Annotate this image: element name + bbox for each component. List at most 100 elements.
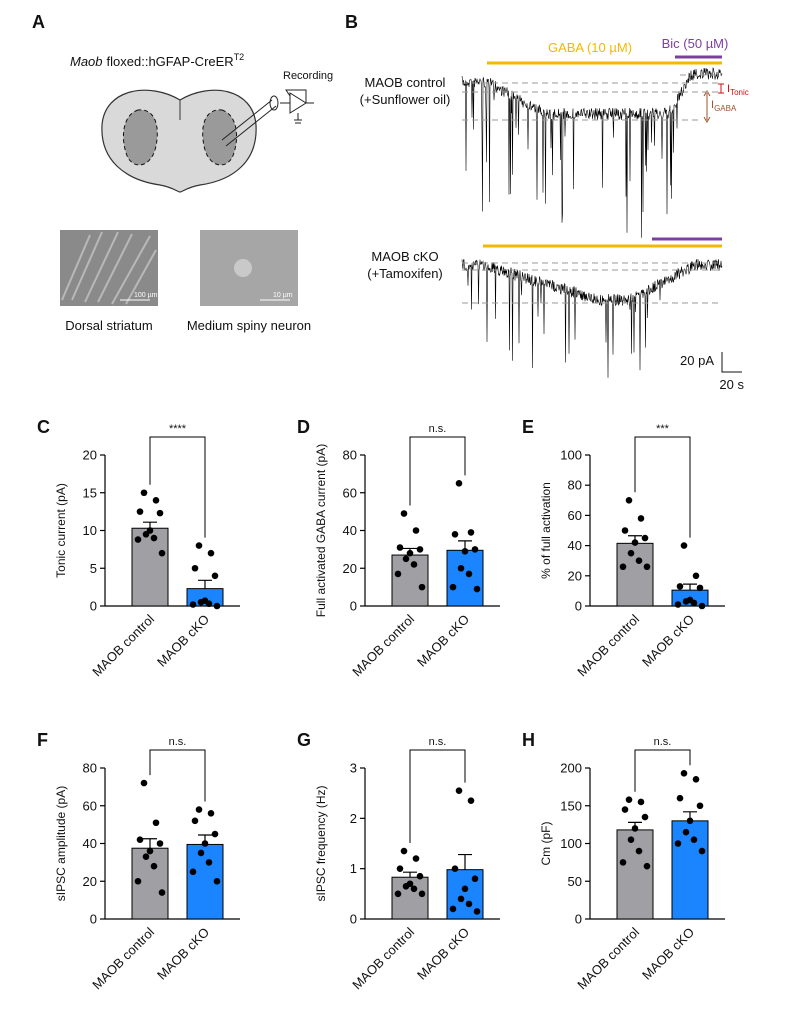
data-point	[455, 787, 463, 794]
data-point	[627, 549, 635, 557]
y-tick-label: 0	[575, 599, 582, 614]
data-point	[134, 877, 142, 885]
significance-label: ****	[169, 423, 187, 435]
significance-bracket	[149, 749, 206, 802]
y-tick-label: 10	[83, 523, 97, 538]
y-tick-label: 200	[560, 761, 582, 776]
x-tick-label: MAOB cKO	[154, 612, 212, 670]
data-point	[211, 572, 219, 580]
data-point	[690, 599, 698, 607]
panel-letter: D	[297, 417, 310, 437]
data-point	[467, 797, 475, 805]
data-point	[643, 862, 651, 870]
x-tick-label: MAOB control	[89, 611, 157, 679]
caption: Medium spiny neuron	[187, 318, 311, 333]
data-point	[416, 546, 424, 553]
data-point	[627, 836, 635, 844]
data-point	[682, 598, 690, 605]
data-point	[152, 819, 160, 827]
pipette	[221, 99, 277, 147]
data-point	[631, 539, 639, 546]
y-tick-label: 2	[350, 811, 357, 826]
data-point	[142, 853, 150, 861]
data-point	[692, 776, 700, 783]
data-point	[402, 882, 410, 890]
data-point	[136, 508, 144, 515]
significance-label: n.s.	[169, 736, 187, 748]
significance-bracket	[149, 436, 206, 538]
data-point	[674, 840, 682, 847]
data-point	[207, 810, 215, 817]
data-point	[150, 862, 158, 870]
error-bar	[683, 583, 697, 591]
data-point	[213, 877, 221, 885]
data-point	[451, 530, 459, 538]
data-point	[455, 480, 463, 487]
data-point	[410, 561, 418, 568]
i-gaba-label: IGABA	[711, 99, 737, 113]
x-tick-label: MAOB control	[349, 924, 417, 992]
data-point	[471, 546, 479, 553]
x-tick-label: MAOB cKO	[414, 925, 472, 983]
data-point	[205, 600, 213, 608]
data-point	[134, 536, 142, 543]
data-point	[158, 549, 166, 557]
sub: Tonic	[730, 88, 749, 97]
y-tick-label: 20	[83, 874, 97, 889]
data-point	[457, 895, 465, 903]
y-axis-label: % of full activation	[539, 482, 553, 579]
data-point	[643, 563, 651, 571]
bar	[616, 829, 654, 920]
y-tick-label: 40	[343, 523, 357, 538]
bar	[616, 542, 654, 607]
panel-letter: C	[37, 417, 50, 437]
data-point	[396, 544, 404, 551]
y-tick-label: 100	[560, 836, 582, 851]
data-point	[400, 847, 408, 855]
i-tonic-arrow	[718, 83, 724, 94]
data-point	[471, 875, 479, 883]
data-point	[142, 530, 150, 538]
y-tick-label: 20	[83, 448, 97, 463]
data-point	[394, 570, 402, 578]
data-point	[619, 563, 627, 571]
data-point	[195, 806, 203, 813]
data-point	[680, 542, 688, 549]
data-point	[396, 865, 404, 872]
data-point	[449, 905, 457, 913]
scale-label: 10 µm	[273, 292, 293, 299]
data-point	[698, 602, 706, 610]
data-point	[205, 859, 213, 866]
y-tick-label: 0	[90, 599, 97, 614]
significance-bracket	[409, 436, 466, 506]
y-axis-label: sIPSC frequency (Hz)	[314, 785, 328, 901]
y-tick-label: 60	[343, 485, 357, 500]
trace-label: MAOB cKO	[371, 249, 438, 264]
current-trace	[461, 259, 723, 378]
bar	[446, 549, 484, 607]
data-point	[674, 601, 682, 608]
data-point	[394, 890, 402, 898]
error-bar	[458, 853, 472, 870]
data-point	[625, 796, 633, 804]
y-axis-label: Tonic current (pA)	[54, 483, 68, 578]
current-trace	[461, 67, 723, 238]
data-point	[461, 885, 469, 893]
y-tick-label: 50	[568, 874, 582, 889]
panel-letter: E	[522, 417, 534, 437]
data-point	[412, 527, 420, 534]
neuron-soma	[234, 259, 252, 277]
x-tick-label: MAOB control	[574, 924, 642, 992]
data-point	[680, 769, 688, 777]
x-tick-label: MAOB cKO	[639, 612, 697, 670]
striatum-left	[122, 109, 158, 166]
data-point	[197, 598, 205, 606]
data-point	[189, 601, 197, 608]
i: I	[727, 83, 730, 95]
i: I	[711, 99, 714, 111]
scale-label: 100 µm	[134, 292, 158, 299]
panel-letter: H	[522, 730, 535, 750]
data-point	[207, 549, 215, 557]
y-tick-label: 150	[560, 798, 582, 813]
